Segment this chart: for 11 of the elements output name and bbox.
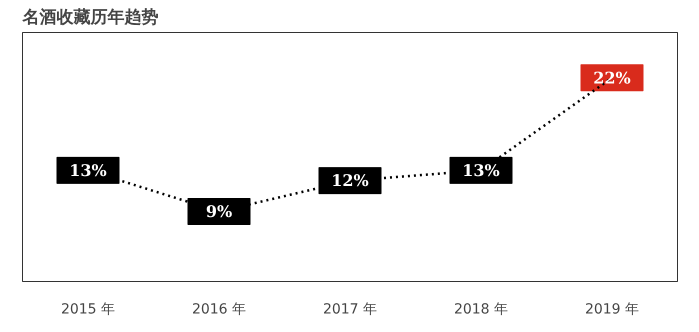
chart-title: 名酒收藏历年趋势 <box>22 8 158 28</box>
x-tick-label: 2019 年 <box>584 302 640 318</box>
data-label: 13% <box>462 160 500 180</box>
x-tick-label: 2015 年 <box>60 302 116 318</box>
data-label: 9% <box>206 202 232 222</box>
data-label: 22% <box>593 68 631 88</box>
x-tick-label: 2016 年 <box>192 302 246 318</box>
data-label: 13% <box>69 160 107 180</box>
x-tick-label: 2017 年 <box>322 302 378 318</box>
data-label: 12% <box>331 171 369 190</box>
x-tick-label: 2018 年 <box>454 302 508 318</box>
